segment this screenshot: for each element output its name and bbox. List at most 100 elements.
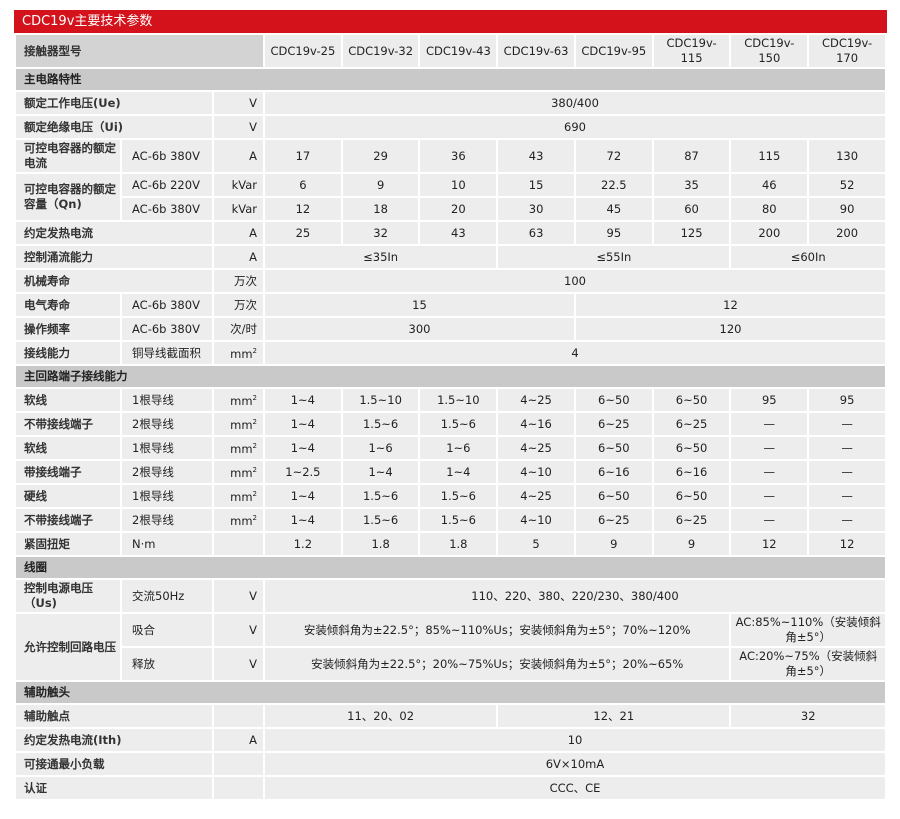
row-unit: V [211, 114, 266, 140]
value-cell: — [729, 483, 810, 509]
value-cell: 22.5 [573, 172, 654, 198]
row-condition: 1根导线 [120, 483, 214, 509]
value-cell: 4~16 [496, 411, 576, 437]
row-label: 硬线 [14, 483, 122, 509]
spec-sheet: CDC19v主要技术参数 接触器型号 CDC19v-25 CDC19v-32 CDC1… [13, 10, 888, 801]
value-cell: 1.5~10 [340, 387, 421, 413]
model-header: CDC19v-170 [807, 33, 887, 69]
value-cell: 1~6 [418, 435, 499, 461]
value-cell: 12 [729, 531, 810, 557]
value-cell: 6~50 [651, 483, 732, 509]
table-row: 释放 V 安装倾斜角为±22.5°；20%~75%Us；安装倾斜角为±5°；20%~… [15, 646, 887, 682]
value-cell: — [807, 435, 887, 461]
value-cell: 4~25 [496, 483, 576, 509]
value-cell: 72 [573, 138, 654, 174]
section-row: 线圈 [14, 555, 887, 580]
row-unit: V [211, 90, 266, 116]
row-condition: AC-6b 380V [120, 316, 214, 342]
value-cell: 4~25 [496, 387, 576, 413]
row-condition: AC-6b 220V [120, 172, 214, 198]
value-cell: 6~16 [573, 459, 654, 485]
row-unit: 万次 [211, 268, 266, 294]
value-cell: 6~25 [651, 507, 732, 533]
value-cell: 1.5~6 [418, 483, 499, 509]
row-label: 不带接线端子 [14, 411, 122, 437]
row-unit: mm2 [211, 387, 266, 413]
value-cell: 1~4 [263, 387, 343, 413]
section-title: 主电路特性 [14, 67, 887, 92]
value-cell: 1.5~6 [418, 507, 499, 533]
value-cell: 46 [729, 172, 810, 198]
row-unit: A [211, 138, 266, 174]
model-header: CDC19v-25 [263, 33, 343, 69]
row-label: 机械寿命 [14, 268, 214, 294]
row-unit: 万次 [211, 292, 266, 318]
value-cell: 1~2.5 [263, 459, 343, 485]
value-cell: 36 [418, 138, 499, 174]
value-cell: 6~25 [651, 411, 732, 437]
value-cell: 1.8 [340, 531, 421, 557]
row-label: 认证 [14, 775, 214, 801]
model-header: CDC19v-43 [418, 33, 499, 69]
section-title: 辅助触头 [14, 680, 887, 705]
value-cell: 12、21 [496, 703, 732, 729]
table-row: 辅助触点 11、20、02 12、21 32 [14, 703, 887, 729]
value-cell: 45 [573, 196, 654, 222]
value-cell: 60 [651, 196, 732, 222]
table-row: 控制电源电压（Us) 交流50Hz V 110、220、380、220/230、380… [14, 578, 887, 614]
table-row: 不带接线端子 2根导线 mm2 1~4 1.5~6 1.5~6 4~10 6~25 6~25— — [14, 507, 887, 533]
value-cell: 1.8 [418, 531, 499, 557]
table-row: 额定绝缘电压（Ui) V 690 [14, 114, 887, 140]
row-label: 允许控制回路电压 [14, 612, 122, 682]
section-row: 主回路端子接线能力 [14, 364, 887, 389]
value-cell: 12 [807, 531, 887, 557]
value-cell: 35 [651, 172, 732, 198]
value-cell: ≤60In [729, 244, 887, 270]
value-cell: ≤55In [496, 244, 732, 270]
table-row: 紧固扭矩 N·m 1.2 1.8 1.8 5 9 9 12 12 [14, 531, 887, 557]
row-label: 额定绝缘电压（Ui) [14, 114, 214, 140]
model-header: CDC19v-63 [496, 33, 576, 69]
value-cell: 95 [573, 220, 654, 246]
row-unit: V [211, 578, 266, 614]
row-unit: mm2 [211, 411, 266, 437]
value-cell: 4 [263, 340, 887, 366]
value-cell: 6~50 [573, 435, 654, 461]
spec-table: 接触器型号 CDC19v-25 CDC19v-32 CDC19v-43 CDC19v-6… [13, 33, 888, 801]
value-cell: — [807, 507, 887, 533]
row-condition: 1根导线 [120, 387, 214, 413]
value-cell: 6~25 [573, 411, 654, 437]
row-unit: 次/时 [211, 316, 266, 342]
value-cell: 6V×10mA [263, 751, 887, 777]
table-row: 软线 1根导线 mm2 1~4 1.5~10 1.5~10 4~25 6~50 6~50 95 95 [14, 387, 887, 413]
row-label: 约定发热电流(Ith) [14, 727, 214, 753]
value-cell: 17 [263, 138, 343, 174]
row-condition: 2根导线 [120, 507, 214, 533]
value-cell: 15 [263, 292, 576, 318]
value-cell: 6~16 [651, 459, 732, 485]
value-cell: AC:85%~110%（安装倾斜角±5°） [729, 612, 887, 648]
value-cell: 6~25 [573, 507, 654, 533]
table-row: 可控电容器的额定电流 AC-6b 380V A 17 29 36 43 72 87 115 130 [14, 138, 887, 174]
value-cell: 9 [340, 172, 421, 198]
row-label: 紧固扭矩 [14, 531, 122, 557]
row-label: 可接通最小负载 [14, 751, 214, 777]
value-cell: 25 [263, 220, 343, 246]
value-cell: 43 [496, 138, 576, 174]
value-cell: 1~4 [263, 435, 343, 461]
value-cell: 10 [263, 727, 887, 753]
value-cell: 10 [418, 172, 499, 198]
row-label: 接线能力 [14, 340, 122, 366]
section-title: 主回路端子接线能力 [14, 364, 887, 389]
sheet-title: CDC19v主要技术参数 [14, 10, 887, 33]
row-label: 额定工作电压(Ue) [14, 90, 214, 116]
value-cell: 20 [418, 196, 499, 222]
row-condition: N·m [120, 531, 214, 557]
value-cell: 130 [807, 138, 887, 174]
value-cell: 6~50 [651, 387, 732, 413]
model-header: CDC19v-95 [573, 33, 654, 69]
value-cell: — [807, 483, 887, 509]
value-cell: 32 [340, 220, 421, 246]
row-condition: 释放 [120, 646, 214, 682]
row-condition: AC-6b 380V [120, 292, 214, 318]
